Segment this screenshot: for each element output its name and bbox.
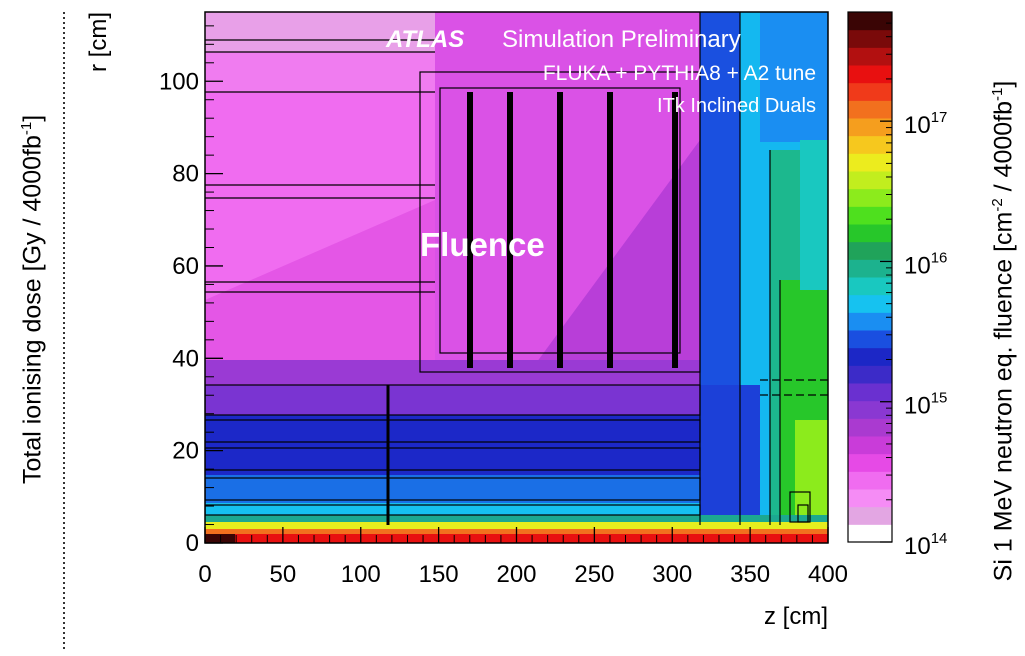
colorbar-segment-0 xyxy=(848,524,892,543)
x-tick-label-8: 400 xyxy=(808,561,848,588)
x-tick-label-1: 50 xyxy=(270,561,297,588)
y-tick-label-2: 40 xyxy=(172,345,199,372)
colorbar-segment-27 xyxy=(848,47,892,66)
colorbar-tick-label-3: 1017 xyxy=(904,109,947,139)
region-right-dark-blue-diag xyxy=(700,385,760,515)
x-axis-ticks: 0 50 100 150 200 250 300 350 400 xyxy=(198,527,848,588)
region-upper-left xyxy=(205,52,435,92)
colorbar-segment-11 xyxy=(848,330,892,349)
colorbar-segment-18 xyxy=(848,206,892,225)
colorbar-tick-label-1: 1015 xyxy=(904,390,947,420)
colorbar-segment-17 xyxy=(848,224,892,243)
region-light-blue-band xyxy=(205,503,700,515)
colorbar-segment-20 xyxy=(848,171,892,190)
region-blue-band xyxy=(205,475,700,503)
x-tick-label-0: 0 xyxy=(198,561,211,588)
y-tick-label-3: 60 xyxy=(172,253,199,280)
colorbar-tick-label-0: 1014 xyxy=(904,530,947,560)
colorbar-segment-12 xyxy=(848,312,892,331)
region-navy-band xyxy=(205,415,700,475)
colorbar-segment-7 xyxy=(848,400,892,419)
x-tick-label-7: 350 xyxy=(730,561,770,588)
x-tick-label-2: 100 xyxy=(341,561,381,588)
region-top-left xyxy=(205,12,435,52)
chart-title-atlas: ATLAS xyxy=(385,26,464,53)
colorbar-segment-14 xyxy=(848,277,892,296)
colorbar-segment-3 xyxy=(848,471,892,490)
colorbar-ticks: 1014 1015 1016 1017 xyxy=(880,11,947,560)
colorbar-segment-5 xyxy=(848,436,892,455)
y-axis-label: r [cm] xyxy=(85,12,112,72)
colorbar-segment-16 xyxy=(848,241,892,260)
fluence-annotation: Fluence xyxy=(420,226,545,263)
region-right-lime xyxy=(795,420,828,515)
detector-outlines xyxy=(205,12,828,525)
colorbar-tick-label-2: 1016 xyxy=(904,249,947,279)
x-tick-label-4: 200 xyxy=(496,561,536,588)
chart-subtitle: FLUKA + PYTHIA8 + A2 tune xyxy=(543,62,816,85)
heatmap-area xyxy=(205,12,828,543)
colorbar-segment-8 xyxy=(848,383,892,402)
x-tick-label-5: 250 xyxy=(574,561,614,588)
region-yellow-band xyxy=(205,522,828,529)
colorbar-segment-21 xyxy=(848,153,892,172)
colorbar-frame xyxy=(847,11,893,543)
x-tick-label-6: 300 xyxy=(652,561,692,588)
region-deep-purple xyxy=(205,385,700,415)
colorbar-segment-10 xyxy=(848,347,892,366)
x-tick-label-3: 150 xyxy=(419,561,459,588)
colorbar-segment-9 xyxy=(848,365,892,384)
region-dark-red-core xyxy=(205,534,235,543)
y-tick-label-5: 100 xyxy=(159,68,199,95)
y-tick-label-1: 20 xyxy=(172,438,199,465)
region-far-right-blue xyxy=(760,12,828,142)
colorbar-segment-26 xyxy=(848,65,892,84)
colorbar-segment-19 xyxy=(848,188,892,207)
y-tick-label-0: 0 xyxy=(186,530,199,557)
colorbar-segment-24 xyxy=(848,100,892,119)
colorbar-segment-25 xyxy=(848,82,892,101)
x-axis-label: z [cm] xyxy=(764,603,828,630)
chart-subtitle2: ITk Inclined Duals xyxy=(657,95,816,117)
y-axis-ticks: 0 20 40 60 80 100 xyxy=(159,25,223,557)
colorbar-segment-4 xyxy=(848,453,892,472)
colorbar-segment-29 xyxy=(848,12,892,31)
region-far-right-teal xyxy=(800,140,828,290)
colorbar-segment-28 xyxy=(848,29,892,48)
colorbar-segment-1 xyxy=(848,506,892,525)
chart-title-rest: Simulation Preliminary xyxy=(502,26,741,53)
colorbar-segment-13 xyxy=(848,294,892,313)
region-teal-band xyxy=(205,515,828,522)
colorbar-segment-2 xyxy=(848,489,892,508)
colorbar-segment-22 xyxy=(848,135,892,154)
colorbar-segment-23 xyxy=(848,118,892,137)
colorbar xyxy=(848,12,892,543)
y-tick-label-4: 80 xyxy=(172,161,199,188)
colorbar-segment-15 xyxy=(848,259,892,278)
colorbar-segment-6 xyxy=(848,418,892,437)
region-magenta-wedge xyxy=(205,200,435,370)
